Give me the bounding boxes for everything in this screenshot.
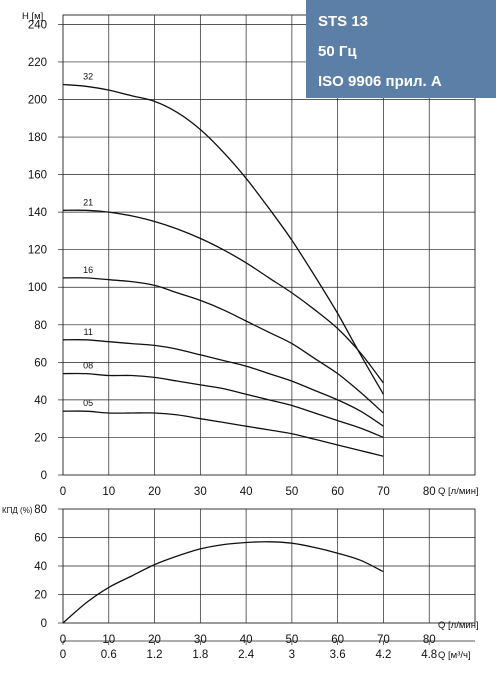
flow-m3h-tick-label: 4.8 bbox=[421, 649, 437, 661]
y-tick-label: 200 bbox=[28, 94, 47, 106]
x-tick-label: 30 bbox=[194, 634, 207, 646]
x-tick-label: 10 bbox=[102, 486, 115, 498]
x-tick-label: 60 bbox=[331, 634, 344, 646]
curve-label-08: 08 bbox=[83, 361, 93, 371]
y-tick-label: 120 bbox=[28, 245, 47, 257]
x-tick-label: 70 bbox=[377, 634, 390, 646]
head-x-axis-label: Q [л/мин] bbox=[438, 486, 479, 497]
x-tick-label: 30 bbox=[194, 486, 207, 498]
flow-m3h-tick-label: 0 bbox=[60, 649, 66, 661]
flow-m3h-tick-label: 1.8 bbox=[192, 649, 208, 661]
y-tick-label: 0 bbox=[41, 618, 47, 630]
curve-21 bbox=[62, 209, 384, 384]
y-tick-label: 60 bbox=[34, 357, 47, 369]
efficiency-y-tick-labels: 0 20 40 60 80 bbox=[34, 504, 63, 630]
y-tick-label: 220 bbox=[28, 57, 47, 69]
curve-08 bbox=[62, 372, 384, 439]
flow-m3h-tick-labels: 0 0.6 1.2 1.8 2.4 3 3.6 4.2 4.8 bbox=[60, 640, 475, 661]
y-tick-label: 0 bbox=[41, 470, 47, 482]
x-tick-label: 40 bbox=[240, 486, 253, 498]
model-badge: STS 13 50 Гц ISO 9906 прил. A bbox=[306, 0, 496, 98]
curve-label-11: 11 bbox=[84, 327, 93, 337]
curve-16 bbox=[62, 277, 384, 414]
flow-m3h-tick-label: 3.6 bbox=[330, 649, 346, 661]
x-tick-label: 80 bbox=[423, 634, 436, 646]
x-tick-label: 80 bbox=[423, 486, 436, 498]
x-tick-label: 0 bbox=[60, 486, 66, 498]
y-tick-label: 80 bbox=[34, 504, 47, 516]
efficiency-x-axis-label: Q [л/мин] bbox=[438, 620, 479, 631]
y-tick-label: 40 bbox=[34, 395, 47, 407]
y-tick-label: 140 bbox=[28, 207, 47, 219]
y-tick-label: 240 bbox=[28, 19, 47, 31]
efficiency-y-axis-label: КПД (%) bbox=[2, 506, 33, 515]
x-tick-label: 40 bbox=[240, 634, 253, 646]
x-tick-label: 50 bbox=[285, 486, 298, 498]
badge-background bbox=[306, 0, 496, 98]
y-tick-label: 80 bbox=[34, 320, 47, 332]
x-tick-label: 20 bbox=[148, 486, 161, 498]
x-tick-label: 60 bbox=[331, 486, 344, 498]
y-tick-label: 40 bbox=[34, 561, 47, 573]
efficiency-x-tick-labels: 0 10 20 30 40 50 60 70 80 bbox=[60, 634, 436, 646]
badge-line-standard: ISO 9906 прил. A bbox=[318, 73, 442, 90]
curve-05 bbox=[62, 410, 384, 457]
head-x-tick-labels: 0 10 20 30 40 50 60 70 80 bbox=[60, 486, 436, 498]
x-tick-label: 0 bbox=[60, 634, 66, 646]
x-tick-label: 70 bbox=[377, 486, 390, 498]
flow-m3h-tick-label: 3 bbox=[289, 649, 295, 661]
head-y-axis-label: H [м] bbox=[22, 11, 43, 22]
flow-m3h-tick-label: 2.4 bbox=[238, 649, 255, 661]
x-tick-label: 50 bbox=[285, 634, 298, 646]
y-tick-label: 180 bbox=[28, 132, 47, 144]
y-tick-label: 20 bbox=[34, 590, 47, 602]
curve-label-16: 16 bbox=[83, 265, 93, 275]
curve-32 bbox=[62, 83, 384, 395]
flow-m3h-axis-label: Q [м³/ч] bbox=[438, 650, 471, 661]
y-tick-label: 100 bbox=[28, 282, 47, 294]
x-tick-label: 20 bbox=[148, 634, 161, 646]
x-tick-label: 10 bbox=[102, 634, 115, 646]
curve-label-32: 32 bbox=[83, 71, 93, 81]
y-tick-label: 60 bbox=[34, 533, 47, 545]
y-tick-label: 20 bbox=[34, 432, 47, 444]
efficiency-chart-grid bbox=[63, 509, 475, 623]
efficiency-curve bbox=[62, 541, 384, 624]
curve-label-05: 05 bbox=[83, 398, 93, 408]
y-tick-label: 160 bbox=[28, 170, 47, 182]
flow-m3h-tick-label: 0.6 bbox=[101, 649, 117, 661]
head-chart-frame bbox=[62, 14, 476, 476]
efficiency-curves bbox=[62, 541, 384, 624]
curve-11 bbox=[62, 339, 384, 427]
head-curves: 32 21 16 11 08 05 bbox=[62, 71, 384, 457]
curve-label-21: 21 bbox=[83, 197, 93, 207]
head-y-tick-labels: 0 20 40 60 80 100 120 140 160 180 200 220 240 bbox=[28, 19, 63, 482]
flow-m3h-tick-label: 1.2 bbox=[147, 649, 163, 661]
badge-line-frequency: 50 Гц bbox=[318, 43, 357, 60]
badge-line-model: STS 13 bbox=[318, 13, 368, 30]
flow-m3h-tick-label: 4.2 bbox=[375, 649, 391, 661]
